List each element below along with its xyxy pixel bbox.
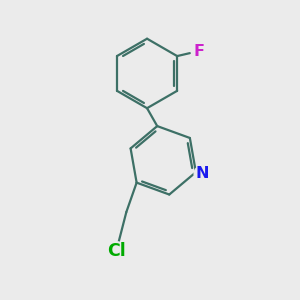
Text: Cl: Cl xyxy=(107,242,126,260)
Text: N: N xyxy=(195,166,208,181)
Circle shape xyxy=(107,242,126,261)
Text: F: F xyxy=(193,44,204,59)
Circle shape xyxy=(194,166,209,181)
Circle shape xyxy=(192,46,205,59)
